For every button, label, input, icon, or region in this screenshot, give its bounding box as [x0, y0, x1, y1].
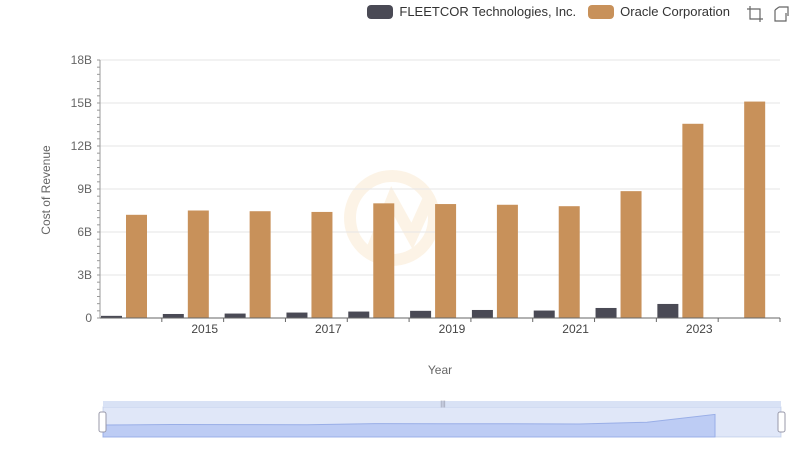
y-tick-label: 0	[85, 311, 92, 325]
bar-fleetcor	[101, 315, 122, 318]
x-tick-label: 2023	[686, 322, 713, 336]
legend-label-oracle: Oracle Corporation	[620, 4, 730, 19]
toolbox	[746, 5, 790, 23]
x-tick-label: 2019	[439, 322, 466, 336]
bar-fleetcor	[533, 310, 555, 318]
zoom-selection	[103, 407, 781, 437]
y-tick-label: 18B	[71, 53, 92, 67]
bar-fleetcor	[657, 303, 679, 318]
bar-oracle	[187, 210, 209, 318]
restore-icon[interactable]	[772, 5, 790, 23]
bar-fleetcor	[595, 307, 617, 318]
bar-oracle	[682, 123, 704, 319]
bar-oracle	[620, 191, 642, 318]
bar-fleetcor	[348, 311, 370, 318]
zoom-handle-left[interactable]	[98, 411, 107, 433]
zoom-icon[interactable]	[746, 5, 764, 23]
y-tick-label: 3B	[77, 268, 92, 282]
zoom-preview-area	[102, 413, 716, 438]
bar-oracle	[496, 204, 518, 318]
zoom-handle-right[interactable]	[777, 411, 786, 433]
bar-fleetcor	[224, 313, 246, 318]
bar-fleetcor	[410, 310, 432, 318]
x-tick-label: 2021	[562, 322, 589, 336]
y-tick-label: 15B	[71, 96, 92, 110]
bar-oracle	[373, 203, 395, 318]
bar-fleetcor	[286, 312, 308, 318]
y-tick-label: 12B	[71, 139, 92, 153]
legend-swatch-fleetcor	[367, 4, 394, 19]
y-tick-label: 9B	[77, 182, 92, 196]
legend-item-oracle[interactable]: Oracle Corporation	[588, 4, 730, 19]
bar-oracle	[435, 204, 457, 318]
bar-oracle	[249, 211, 271, 318]
y-axis-title: Cost of Revenue	[39, 145, 53, 235]
bar-oracle	[126, 214, 147, 318]
legend-swatch-oracle	[588, 4, 615, 19]
x-axis-title: Year	[427, 363, 453, 377]
legend-item-fleetcor[interactable]: FLEETCOR Technologies, Inc.	[367, 4, 576, 19]
x-tick-label: 2017	[315, 322, 342, 336]
zoom-drag-grip-icon[interactable]: |||	[440, 401, 446, 408]
y-tick-label: 6B	[77, 225, 92, 239]
zoom-slider-top-bar	[103, 401, 781, 407]
bar-fleetcor	[162, 313, 184, 318]
legend-label-fleetcor: FLEETCOR Technologies, Inc.	[399, 4, 577, 19]
bar-fleetcor	[471, 309, 493, 318]
legend: FLEETCOR Technologies, Inc. Oracle Corpo…	[367, 4, 730, 19]
bar-oracle	[311, 211, 333, 318]
x-tick-label: 2015	[191, 322, 218, 336]
bar-oracle	[558, 206, 580, 318]
bar-oracle	[744, 101, 766, 318]
